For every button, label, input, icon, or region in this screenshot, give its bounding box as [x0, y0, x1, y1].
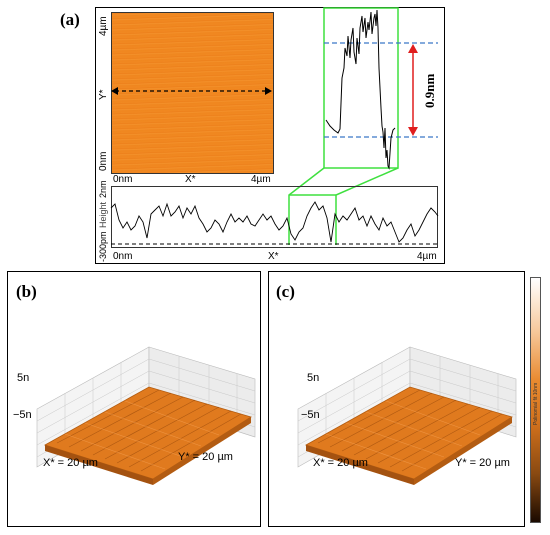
panel-c-z-top: 5n — [307, 372, 320, 384]
afm-x-left-label: 0nm — [113, 174, 133, 185]
profile-y-top-label: 2nm — [98, 180, 108, 198]
panel-a-label: (a) — [60, 10, 80, 29]
profile-x-axis-label: X* — [268, 251, 279, 262]
height-colorbar — [530, 277, 541, 523]
colorbar-label: Polinomial fit 10nm — [533, 382, 539, 425]
profile-x-right-label: 4µm — [417, 251, 437, 262]
panel-b-z-top: 5n — [17, 372, 30, 384]
panel-b-label: (b) — [16, 282, 37, 301]
step-height-label: 0.9nm — [422, 73, 437, 108]
panel-b-z-bottom: −5n — [13, 409, 32, 421]
profile-x-left-label: 0nm — [113, 251, 133, 262]
zoomed-step-profile — [323, 7, 438, 170]
panel-b-y-size: Y* = 20 µm — [178, 451, 233, 463]
panel-c-z-bottom: −5n — [301, 409, 320, 421]
scan-line-arrow — [111, 87, 272, 95]
profile-y-axis-label: Height — [98, 201, 108, 228]
line-profile-frame — [111, 186, 438, 248]
afm-y-axis-label: Y* — [98, 89, 109, 100]
afm-x-right-label: 4µm — [251, 174, 271, 185]
afm-x-axis-label: X* — [185, 174, 196, 185]
line-profile-trace — [110, 201, 439, 245]
afm-height-image — [111, 12, 274, 174]
surface-3d-plot-c — [297, 346, 517, 485]
panel-b-x-size: X* = 20 µm — [43, 457, 98, 469]
panel-c-x-size: X* = 20 µm — [313, 457, 368, 469]
surface-3d-plot-b — [36, 346, 256, 485]
afm-y-bottom-label: 0nm — [98, 151, 109, 171]
zoom-connector — [288, 167, 399, 245]
panel-c-label: (c) — [276, 282, 295, 301]
profile-y-bottom-label: -300pm — [98, 231, 108, 262]
panel-c-y-size: Y* = 20 µm — [455, 457, 510, 469]
afm-y-top-label: 4µm — [98, 16, 109, 36]
